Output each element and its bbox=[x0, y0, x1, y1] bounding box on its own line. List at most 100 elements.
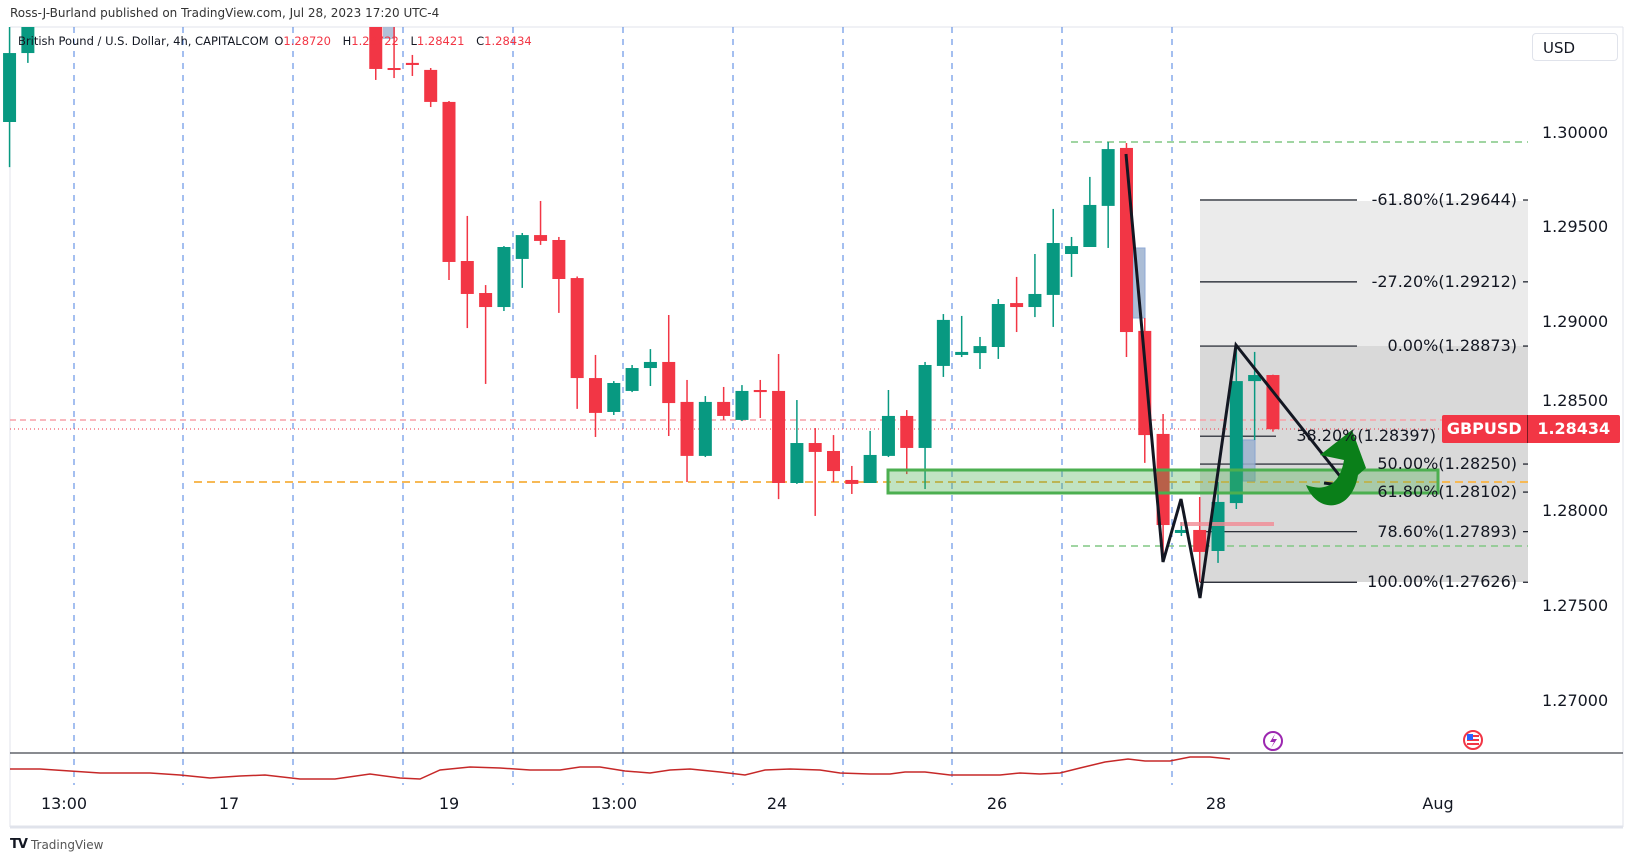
candle-body bbox=[881, 415, 895, 456]
us-flag-event-icon[interactable] bbox=[1463, 730, 1483, 750]
candle-body bbox=[643, 361, 657, 369]
candle bbox=[827, 435, 841, 483]
candle-body bbox=[1174, 529, 1188, 533]
candle-body bbox=[534, 235, 548, 241]
candle bbox=[991, 299, 1005, 359]
candle bbox=[863, 430, 877, 483]
candle bbox=[552, 236, 566, 313]
candle-body bbox=[790, 443, 804, 483]
candle-body bbox=[588, 378, 602, 413]
lightning-event-icon[interactable] bbox=[1263, 731, 1283, 751]
projection-box bbox=[383, 27, 395, 39]
candle bbox=[405, 54, 419, 76]
candle bbox=[1266, 374, 1280, 432]
fib-level-label: 78.60%(1.27893) bbox=[1377, 521, 1517, 541]
candle bbox=[460, 215, 474, 329]
candle-body bbox=[918, 364, 932, 448]
candle-body bbox=[1010, 303, 1024, 308]
candle-body bbox=[955, 351, 969, 355]
price-tick-label: 1.28500 bbox=[1542, 391, 1609, 410]
fib-level-label: -27.20%(1.29212) bbox=[1371, 271, 1517, 291]
time-tick-label: 13:00 bbox=[40, 794, 88, 813]
symbol-legend: British Pound / U.S. Dollar, 4h, CAPITAL… bbox=[18, 34, 540, 48]
candle-body bbox=[607, 382, 621, 412]
candle-body bbox=[1229, 381, 1243, 504]
candle bbox=[515, 232, 529, 288]
close-value: 1.28434 bbox=[484, 34, 532, 48]
candle-body bbox=[845, 479, 859, 484]
candle bbox=[790, 400, 804, 484]
low-label: L bbox=[410, 34, 417, 48]
price-tick-label: 1.27500 bbox=[1542, 596, 1609, 616]
symbol-title[interactable]: British Pound / U.S. Dollar, 4h, CAPITAL… bbox=[18, 34, 269, 48]
candle-body bbox=[991, 304, 1005, 348]
candle bbox=[881, 389, 895, 458]
price-tick-label: 1.29000 bbox=[1542, 312, 1609, 331]
zigzag-projection-path[interactable] bbox=[1124, 153, 1349, 599]
high-label: H bbox=[342, 34, 352, 48]
fib-level-label: 100.00%(1.27626) bbox=[1367, 572, 1517, 592]
candle bbox=[1010, 276, 1024, 333]
candle bbox=[918, 361, 932, 490]
candle-body bbox=[1046, 243, 1060, 295]
candle bbox=[1046, 208, 1060, 327]
candle-body bbox=[387, 68, 401, 71]
candle bbox=[534, 200, 548, 245]
candle bbox=[772, 354, 786, 500]
price-tick-label: 1.27000 bbox=[1542, 690, 1609, 710]
fib-level-label: 0.00%(1.28873) bbox=[1387, 336, 1517, 356]
fib-level-label: 50.00%(1.28250) bbox=[1377, 454, 1517, 474]
candle bbox=[900, 410, 914, 475]
candle bbox=[479, 285, 493, 384]
last-price-badge: GBPUSD 1.28434 bbox=[1442, 415, 1620, 443]
candle-body bbox=[442, 101, 456, 262]
candle bbox=[936, 314, 950, 377]
currency-button[interactable]: USD bbox=[1532, 33, 1618, 61]
candle bbox=[643, 349, 657, 387]
open-label: O bbox=[274, 34, 284, 48]
tradingview-logo-icon: TV bbox=[10, 837, 28, 852]
candle bbox=[1138, 318, 1152, 463]
candle bbox=[1156, 414, 1170, 561]
candle-body bbox=[570, 278, 584, 379]
demand-zone-rectangle[interactable] bbox=[886, 468, 1440, 495]
candle-body bbox=[1248, 375, 1262, 382]
candle bbox=[442, 100, 456, 280]
candle-body bbox=[552, 239, 566, 280]
time-tick-label: 17 bbox=[218, 794, 240, 813]
candle bbox=[607, 381, 621, 415]
low-value: 1.28421 bbox=[416, 34, 465, 48]
candle bbox=[1028, 254, 1042, 318]
high-value: 1.28722 bbox=[351, 34, 399, 48]
time-tick-label: Aug bbox=[1422, 794, 1454, 813]
candle-body bbox=[772, 390, 786, 483]
candle-body bbox=[808, 443, 822, 452]
candle-body bbox=[717, 401, 731, 416]
candles bbox=[3, 27, 1280, 583]
candle bbox=[955, 315, 969, 358]
time-tick-label: 28 bbox=[1205, 794, 1227, 813]
close-label: C bbox=[476, 34, 485, 48]
candle-body bbox=[1211, 501, 1225, 551]
candle bbox=[1083, 176, 1097, 247]
candle bbox=[662, 314, 676, 437]
candle-body bbox=[405, 62, 419, 65]
candle bbox=[973, 336, 987, 369]
candle bbox=[3, 27, 17, 168]
fib-level-label: 61.80%(1.28102) bbox=[1377, 482, 1517, 502]
candle-body bbox=[1266, 375, 1280, 430]
candle-body bbox=[753, 389, 767, 393]
candle-body bbox=[21, 27, 35, 54]
candle bbox=[570, 276, 584, 409]
candle bbox=[588, 354, 602, 437]
candle-body bbox=[698, 401, 712, 456]
candle bbox=[753, 379, 767, 419]
candle-body bbox=[1028, 293, 1042, 308]
candle-body bbox=[1065, 246, 1079, 255]
candle bbox=[1229, 346, 1243, 509]
candle bbox=[680, 379, 694, 483]
price-tick-label: 1.28000 bbox=[1542, 501, 1609, 521]
indicator-line bbox=[10, 756, 1231, 780]
tradingview-logo[interactable]: TV TradingView bbox=[10, 837, 103, 852]
